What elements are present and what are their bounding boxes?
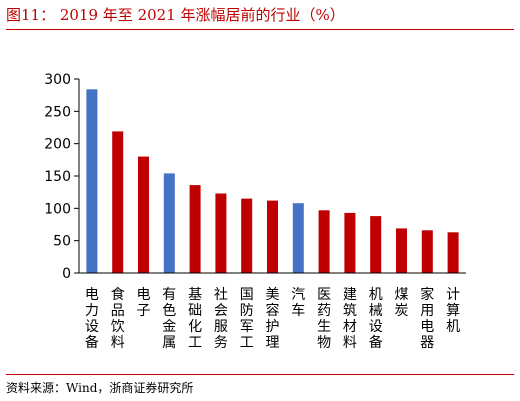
y-tick-label: 50	[53, 234, 71, 250]
bar-汽车	[292, 203, 304, 273]
bar-有色金属	[163, 173, 175, 273]
x-category-label: 汽车	[291, 287, 305, 319]
source-divider	[6, 374, 514, 375]
category-labels: 电力设备食品饮料电子有色金属基础化工社会服务国防军工美容护理汽车医药生物建筑材料…	[85, 286, 460, 351]
bar-煤炭	[396, 228, 407, 273]
x-category-label: 基础化工	[188, 286, 202, 351]
bar-社会服务	[215, 193, 227, 273]
y-tick-label: 150	[44, 169, 71, 185]
x-category-label: 食品饮料	[111, 286, 125, 351]
x-category-label: 电子	[137, 287, 151, 319]
y-tick-label: 300	[44, 72, 71, 88]
bar-电力设备	[86, 89, 98, 273]
chart-title: 图11： 2019 年至 2021 年涨幅居前的行业（%）	[6, 6, 345, 24]
y-tick-label: 0	[62, 266, 71, 282]
bar-计算机	[447, 232, 459, 273]
y-tick-label: 250	[44, 104, 71, 120]
x-category-label: 煤炭	[395, 287, 409, 319]
bar-chart: 0 50 100 150 200 250 300 电力设备食品饮料电子有色金属基础化工社会服…	[44, 72, 466, 351]
bar-建筑材料	[344, 212, 356, 273]
source-note: 资料来源：Wind，浙商证券研究所	[6, 381, 194, 395]
x-category-label: 建筑材料	[343, 287, 357, 351]
bar-美容护理	[267, 200, 278, 273]
x-category-label: 医药生物	[317, 287, 331, 351]
bar-食品饮料	[112, 131, 124, 273]
bar-国防军工	[241, 198, 253, 273]
bar-家用电器	[421, 230, 433, 273]
x-category-label: 家用电器	[420, 286, 434, 351]
title-divider	[6, 29, 514, 30]
x-category-label: 电力设备	[85, 287, 99, 351]
bar-机械设备	[370, 216, 382, 273]
x-category-label: 国防军工	[240, 287, 254, 351]
x-category-label: 计算机	[446, 287, 460, 335]
x-category-label: 有色金属	[162, 287, 176, 351]
x-category-label: 社会服务	[214, 287, 228, 351]
y-tick-label: 200	[44, 137, 71, 153]
bar-电子	[138, 156, 149, 273]
bar-医药生物	[318, 210, 330, 273]
y-tick-label: 100	[44, 201, 71, 217]
x-category-label: 美容护理	[266, 287, 280, 351]
x-category-label: 机械设备	[369, 287, 383, 351]
bar-基础化工	[189, 185, 201, 273]
y-axis: 0 50 100 150 200 250 300	[44, 72, 80, 282]
bars	[86, 89, 459, 273]
